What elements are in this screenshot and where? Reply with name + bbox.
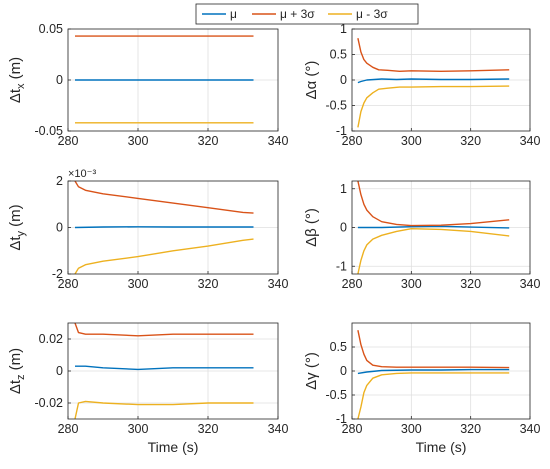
subplot-2: 280 300 320 340 -1 -0.5 0 0.5 1 Δα (°) <box>303 22 540 148</box>
x-tick-label: 300 <box>401 277 422 291</box>
x-tick-label: 280 <box>58 134 79 148</box>
y-axis-label: Δty (m) <box>7 204 27 250</box>
series-line-mean <box>357 225 510 229</box>
legend-box <box>195 3 419 25</box>
series-line-upper <box>74 181 254 214</box>
y-axis-label: Δtx (m) <box>7 57 27 103</box>
y-tick-label: 0 <box>340 221 347 235</box>
series-group <box>75 35 254 124</box>
axes-frame <box>67 28 279 132</box>
y-tick-label: 0 <box>56 73 63 87</box>
x-tick-label: 280 <box>342 277 363 291</box>
series-line-lower <box>74 238 254 274</box>
y-tick-label: 0.5 <box>330 340 347 354</box>
x-tick-label: 340 <box>520 134 541 148</box>
x-tick-label: 320 <box>198 422 219 436</box>
y-tick-label: 0.05 <box>39 22 63 36</box>
y-tick-label: 0.5 <box>330 48 347 62</box>
series-line-upper <box>357 181 510 227</box>
axes-frame <box>351 322 531 420</box>
series-group <box>74 181 254 274</box>
series-line-upper <box>357 330 510 369</box>
y-tick-label: 1 <box>340 22 347 36</box>
y-tick-label: -1 <box>336 412 347 426</box>
y-axis-label: Δγ (°) <box>303 352 320 390</box>
x-tick-label: 300 <box>128 422 149 436</box>
series-line-lower <box>357 227 510 274</box>
y-tick-label: -0.05 <box>35 124 64 138</box>
y-tick-label: 0 <box>56 221 63 235</box>
series-line-upper <box>74 323 254 337</box>
x-tick-label: 280 <box>58 422 79 436</box>
x-tick-label: 340 <box>268 422 289 436</box>
x-tick-label: 320 <box>198 134 219 148</box>
y-tick-label: 0.02 <box>39 332 63 346</box>
x-tick-label: 300 <box>401 422 422 436</box>
x-tick-label: 320 <box>460 277 481 291</box>
x-tick-label: 280 <box>58 277 79 291</box>
y-tick-label: -0.5 <box>325 99 347 113</box>
subplot-1: 280 300 320 340 -0.05 0 0.05 Δtx (m) <box>7 22 288 148</box>
x-tick-label: 340 <box>520 422 541 436</box>
series-line-mean <box>357 78 510 84</box>
x-tick-label: 340 <box>268 277 289 291</box>
y-tick-label: -0.02 <box>35 396 64 410</box>
series-group <box>357 330 510 419</box>
x-axis-label: Time (s) <box>148 439 199 455</box>
series-line-lower <box>74 400 254 419</box>
subplot-5: 280 300 320 340 -0.02 0 0.02 Δtz (m) Time (s) <box>7 322 289 455</box>
x-tick-label: 300 <box>128 134 149 148</box>
subplot-grid: 280 300 320 340 -0.05 0 0.05 Δtx (m) 280 300 320 34… <box>7 22 540 455</box>
x-tick-label: 280 <box>342 134 363 148</box>
y-tick-label: -0.5 <box>325 388 347 402</box>
x-axis-label: Time (s) <box>416 439 467 455</box>
legend-label-mu: μ <box>230 7 237 21</box>
x-tick-label: 300 <box>128 277 149 291</box>
y-tick-label: -1 <box>336 124 347 138</box>
y-axis-label: Δtz (m) <box>7 348 27 394</box>
x-tick-label: 320 <box>198 277 219 291</box>
y-tick-label: 0 <box>340 364 347 378</box>
x-tick-label: 300 <box>401 134 422 148</box>
y-axis-label: Δα (°) <box>303 61 320 100</box>
y-tick-label: 0 <box>340 73 347 87</box>
subplot-6: 280 300 320 340 -1 -0.5 0 0.5 Δγ (°) Time (s) <box>303 322 541 455</box>
y-tick-label: -1 <box>336 259 347 273</box>
subplot-4: 280 300 320 340 -1 0 1 Δβ (°) <box>303 180 541 291</box>
subplot-3: 280 300 320 340 -2 0 2 Δty (m) ×10⁻³ <box>7 168 288 291</box>
axes-frame <box>351 28 531 132</box>
x-tick-label: 340 <box>520 277 541 291</box>
axes-frame <box>67 180 279 275</box>
x-tick-label: 340 <box>268 134 289 148</box>
series-line-mean <box>357 368 510 375</box>
axes-frame <box>67 322 279 420</box>
axes-frame <box>351 180 531 275</box>
y-tick-label: 2 <box>56 174 63 188</box>
series-group <box>357 38 510 128</box>
y-tick-label: 1 <box>340 182 347 196</box>
series-group <box>357 181 510 274</box>
y-axis-label: Δβ (°) <box>303 208 320 247</box>
series-line-upper <box>357 38 510 73</box>
series-line-mean <box>74 226 254 229</box>
legend: μ μ + 3σ μ - 3σ <box>195 3 419 25</box>
series-line-lower <box>357 372 510 419</box>
y-exponent-label: ×10⁻³ <box>68 168 96 180</box>
legend-label-upper: μ + 3σ <box>280 7 315 21</box>
x-tick-label: 320 <box>460 134 481 148</box>
series-line-mean <box>75 365 254 371</box>
y-tick-label: 0 <box>56 364 63 378</box>
series-group <box>74 323 254 419</box>
legend-label-lower: μ - 3σ <box>356 7 388 21</box>
x-tick-label: 280 <box>342 422 363 436</box>
x-tick-label: 320 <box>460 422 481 436</box>
y-tick-label: -2 <box>52 267 63 281</box>
series-line-lower <box>357 85 510 128</box>
